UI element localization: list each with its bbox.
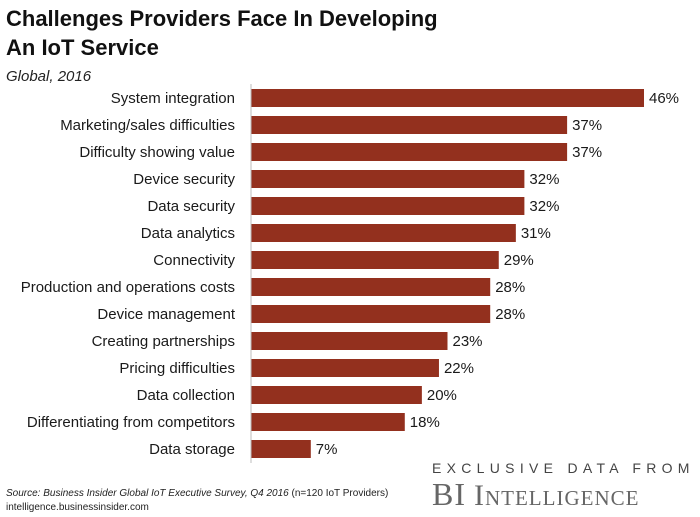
bar-difficulty-showing-value [251, 143, 568, 161]
bar-connectivity [251, 251, 499, 269]
bar-device-management [251, 305, 491, 323]
category-label-device-management: Device management [97, 306, 235, 323]
bar-data-analytics [251, 224, 516, 242]
bar-system-integration [251, 89, 644, 107]
sample-size-text: (n=120 IoT Providers) [288, 488, 389, 499]
category-label-difficulty-showing-value: Difficulty showing value [79, 144, 235, 161]
category-label-data-collection: Data collection [137, 387, 235, 404]
bar-production-and-operations-costs [251, 278, 491, 296]
brand-bi: BI [432, 476, 466, 512]
brand-name: Intelligence [474, 479, 640, 512]
value-label-data-analytics: 31% [521, 225, 551, 242]
category-label-connectivity: Connectivity [153, 252, 235, 269]
brand-logo: BI Intelligence [432, 476, 639, 513]
category-label-device-security: Device security [133, 171, 235, 188]
category-label-system-integration: System integration [111, 90, 235, 107]
value-label-creating-partnerships: 23% [453, 333, 483, 350]
value-label-marketing-sales-difficulties: 37% [572, 117, 602, 134]
bar-marketing-sales-difficulties [251, 116, 568, 134]
source-note: Source: Business Insider Global IoT Exec… [6, 488, 388, 499]
chart-title: Challenges Providers Face In Developing … [6, 6, 438, 60]
category-label-production-and-operations-costs: Production and operations costs [21, 279, 235, 296]
value-label-data-security: 32% [529, 198, 559, 215]
category-label-data-security: Data security [147, 198, 235, 215]
value-label-production-and-operations-costs: 28% [495, 279, 525, 296]
value-label-data-storage: 7% [316, 441, 338, 458]
value-label-difficulty-showing-value: 37% [572, 144, 602, 161]
chart-subtitle: Global, 2016 [6, 68, 92, 85]
bar-data-storage [251, 440, 311, 458]
category-label-marketing-sales-difficulties: Marketing/sales difficulties [60, 117, 235, 134]
source-url: intelligence.businessinsider.com [6, 502, 149, 513]
bar-data-security [251, 197, 525, 215]
category-label-differentiating-from-competitors: Differentiating from competitors [27, 414, 235, 431]
bar-pricing-difficulties [251, 359, 439, 377]
bar-differentiating-from-competitors [251, 413, 405, 431]
category-label-data-analytics: Data analytics [141, 225, 235, 242]
category-label-pricing-difficulties: Pricing difficulties [119, 360, 235, 377]
value-label-device-security: 32% [529, 171, 559, 188]
bar-data-collection [251, 386, 422, 404]
category-label-creating-partnerships: Creating partnerships [92, 333, 235, 350]
value-label-pricing-difficulties: 22% [444, 360, 474, 377]
value-label-device-management: 28% [495, 306, 525, 323]
value-label-connectivity: 29% [504, 252, 534, 269]
value-label-system-integration: 46% [649, 90, 679, 107]
value-label-differentiating-from-competitors: 18% [410, 414, 440, 431]
source-text: Source: Business Insider Global IoT Exec… [6, 488, 289, 499]
bar-device-security [251, 170, 525, 188]
value-label-data-collection: 20% [427, 387, 457, 404]
brand-tagline: EXCLUSIVE DATA FROM [432, 460, 695, 476]
bar-creating-partnerships [251, 332, 448, 350]
category-label-data-storage: Data storage [149, 441, 235, 458]
